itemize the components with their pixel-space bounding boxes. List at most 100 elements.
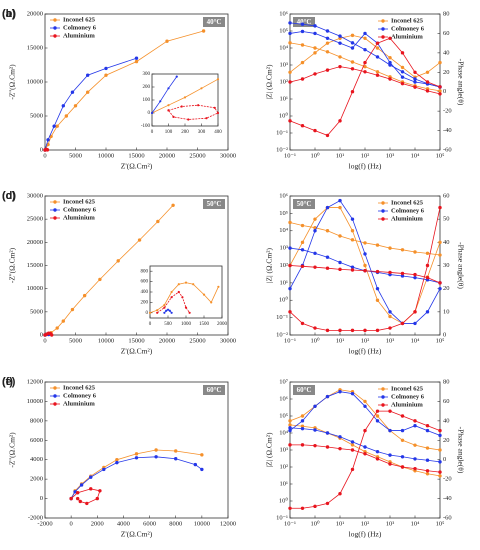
- phase-point: [438, 448, 442, 452]
- data-point: [156, 219, 160, 224]
- phase-point: [388, 56, 392, 60]
- y-tick-label: 12000: [27, 378, 43, 385]
- y2-axis-label: -Phase angle(θ): [456, 242, 465, 289]
- data-point: [170, 290, 173, 294]
- modulus-point: [313, 443, 317, 448]
- phase-point: [400, 438, 405, 442]
- modulus-point: [325, 266, 330, 270]
- y2-axis-label: -Phase angle(θ): [456, 427, 465, 474]
- x-tick-label: 25000: [189, 337, 205, 344]
- phase-point: [363, 399, 367, 404]
- data-point: [150, 111, 154, 115]
- y-tick-label: 10⁶: [279, 395, 288, 402]
- data-point: [134, 452, 139, 456]
- phase-point: [363, 328, 367, 333]
- x-tick-label: 10⁰: [310, 151, 320, 159]
- modulus-point: [363, 452, 367, 456]
- legend-label: Inconel 625: [391, 385, 424, 392]
- data-point: [200, 87, 203, 90]
- x-axis-label: log(f) (Hz): [349, 162, 382, 171]
- y-tick-label: 200: [143, 85, 151, 90]
- data-point: [61, 319, 65, 323]
- y-tick-label: 2000: [30, 476, 43, 483]
- temperature-badge: [203, 385, 225, 395]
- y2-tick-label: -20: [443, 476, 452, 483]
- phase-point: [425, 70, 430, 74]
- modulus-point: [288, 80, 292, 84]
- data-point: [165, 309, 168, 312]
- y-tick-label: 10⁵: [279, 27, 288, 34]
- data-point: [167, 87, 170, 90]
- data-point: [61, 104, 65, 108]
- phase-point: [300, 321, 305, 326]
- data-point: [75, 491, 80, 495]
- phase-point: [338, 492, 342, 496]
- y-tick-label: 100: [143, 98, 151, 103]
- data-point: [168, 309, 171, 312]
- modulus-point: [300, 248, 305, 252]
- phase-point: [325, 328, 330, 333]
- modulus-point: [338, 34, 342, 38]
- panel-label: (a): [2, 8, 16, 20]
- data-point: [46, 138, 50, 142]
- phase-point: [313, 404, 317, 408]
- data-point: [167, 109, 170, 112]
- modulus-point: [338, 435, 342, 439]
- data-point: [210, 301, 213, 304]
- legend-marker: [381, 201, 385, 205]
- legend-marker: [381, 403, 385, 407]
- phase-point: [338, 41, 342, 45]
- phase-point: [300, 29, 305, 34]
- phase-point: [313, 51, 317, 55]
- y-tick-label: 10⁻¹: [276, 314, 288, 321]
- data-point: [202, 293, 206, 296]
- y-tick-label: 10⁰: [279, 296, 289, 304]
- y-tick-label: 600: [141, 280, 149, 285]
- modulus-point: [425, 89, 430, 93]
- panel-label: (e): [2, 376, 16, 388]
- y2-tick-label: 0: [443, 331, 446, 338]
- phase-point: [425, 310, 430, 314]
- modulus-point: [325, 445, 330, 449]
- modulus-point: [438, 89, 442, 93]
- phase-point: [350, 391, 355, 396]
- phase-point: [375, 419, 380, 423]
- phase-point: [400, 414, 405, 418]
- data-point: [170, 296, 173, 299]
- phase-point: [338, 198, 342, 203]
- temperature-badge: [293, 17, 315, 27]
- temperature-badge: [203, 199, 225, 209]
- modulus-point: [438, 460, 442, 464]
- phase-point: [400, 51, 405, 55]
- legend-label: Colmoney 6: [63, 392, 97, 399]
- legend-marker: [381, 217, 385, 221]
- modulus-point: [350, 41, 355, 45]
- y-tick-label: 0: [40, 331, 43, 338]
- modulus-point: [388, 246, 392, 250]
- phase-point: [413, 321, 417, 326]
- phase-point: [325, 501, 330, 506]
- modulus-point: [313, 251, 317, 256]
- data-point: [102, 467, 106, 472]
- x-tick-label: 10⁴: [411, 152, 421, 159]
- modulus-point: [288, 220, 292, 225]
- x-tick-label: 0: [151, 130, 154, 135]
- modulus-point: [425, 469, 430, 473]
- modulus-point: [300, 77, 305, 81]
- data-point: [197, 104, 200, 107]
- y-tick-label: 30000: [27, 192, 43, 199]
- y-tick-label: 300: [143, 72, 151, 77]
- temperature-label: 60°C: [207, 386, 222, 394]
- y-tick-label: 10000: [27, 285, 43, 292]
- modulus-point: [425, 251, 430, 256]
- x-tick-label: 10⁰: [310, 519, 320, 527]
- series-line: [151, 76, 178, 114]
- data-point: [85, 501, 89, 506]
- modulus-point: [288, 41, 292, 45]
- y-tick-label: 10⁻¹: [276, 514, 288, 521]
- data-point: [217, 285, 220, 288]
- y-tick-label: -100: [141, 124, 151, 129]
- modulus-point: [425, 472, 430, 476]
- legend-label: Colmoney 6: [63, 206, 97, 213]
- data-point: [165, 39, 169, 43]
